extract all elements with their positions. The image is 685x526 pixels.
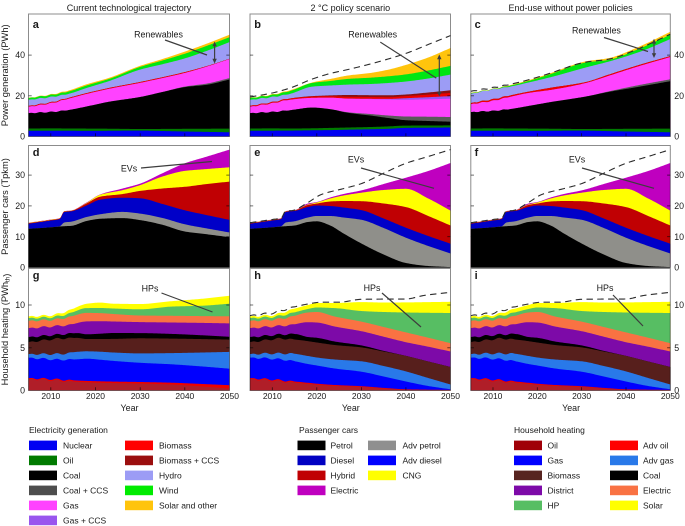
svg-text:0: 0 <box>20 386 25 396</box>
svg-text:2010: 2010 <box>41 391 60 401</box>
svg-text:2020: 2020 <box>307 391 326 401</box>
svg-text:Coal: Coal <box>63 471 81 481</box>
svg-text:a: a <box>33 19 40 31</box>
svg-text:Renewables: Renewables <box>348 29 397 39</box>
svg-text:h: h <box>254 270 261 282</box>
svg-text:c: c <box>475 19 481 31</box>
svg-text:0: 0 <box>674 386 679 396</box>
svg-text:2050: 2050 <box>441 391 460 401</box>
svg-text:2020: 2020 <box>528 391 547 401</box>
svg-text:Current technological trajecto: Current technological trajectory <box>67 3 192 13</box>
svg-text:2050: 2050 <box>220 391 239 401</box>
svg-text:g: g <box>33 270 40 282</box>
svg-text:2 °C policy scenario: 2 °C policy scenario <box>310 3 390 13</box>
svg-text:Coal: Coal <box>643 471 661 481</box>
svg-text:Nuclear: Nuclear <box>63 441 92 451</box>
svg-text:Electric: Electric <box>643 486 672 496</box>
svg-text:0: 0 <box>674 263 679 273</box>
svg-text:f: f <box>475 147 479 159</box>
svg-text:40: 40 <box>674 50 684 60</box>
svg-text:Petrol: Petrol <box>331 441 353 451</box>
svg-text:2030: 2030 <box>131 391 150 401</box>
svg-text:Passenger cars (Tpkm): Passenger cars (Tpkm) <box>0 158 10 255</box>
svg-text:2020: 2020 <box>86 391 105 401</box>
svg-text:EVs: EVs <box>569 155 586 165</box>
svg-text:CNG: CNG <box>403 471 422 481</box>
svg-text:2010: 2010 <box>484 391 503 401</box>
svg-text:e: e <box>254 147 260 159</box>
svg-text:10: 10 <box>674 300 684 310</box>
svg-text:Adv diesel: Adv diesel <box>403 456 442 466</box>
svg-text:Renewables: Renewables <box>134 30 183 40</box>
svg-text:Biomass + CCS: Biomass + CCS <box>159 456 220 466</box>
svg-text:Adv oil: Adv oil <box>643 441 669 451</box>
svg-text:Household heating: Household heating <box>514 425 585 435</box>
svg-text:30: 30 <box>15 170 25 180</box>
svg-text:2010: 2010 <box>263 391 282 401</box>
svg-text:Diesel: Diesel <box>331 456 355 466</box>
svg-text:HPs: HPs <box>364 283 381 293</box>
svg-text:EVs: EVs <box>348 155 365 165</box>
svg-text:Hybrid: Hybrid <box>331 471 356 481</box>
svg-text:2040: 2040 <box>175 391 194 401</box>
svg-text:b: b <box>254 19 261 31</box>
svg-text:Gas: Gas <box>63 501 79 511</box>
svg-text:Wind: Wind <box>159 486 179 496</box>
svg-text:Electricity generation: Electricity generation <box>29 425 108 435</box>
svg-text:Biomass: Biomass <box>159 441 192 451</box>
svg-text:Passenger cars: Passenger cars <box>299 425 358 435</box>
svg-text:Household heating (PWhth): Household heating (PWhth) <box>0 274 12 386</box>
svg-text:d: d <box>33 147 40 159</box>
svg-text:20: 20 <box>15 201 25 211</box>
svg-text:20: 20 <box>674 201 684 211</box>
svg-text:0: 0 <box>20 263 25 273</box>
svg-text:2030: 2030 <box>572 391 591 401</box>
svg-text:Adv petrol: Adv petrol <box>403 441 441 451</box>
svg-text:Renewables: Renewables <box>572 25 621 35</box>
svg-text:Electric: Electric <box>331 486 360 496</box>
svg-text:10: 10 <box>674 232 684 242</box>
svg-text:Biomass: Biomass <box>548 471 581 481</box>
svg-text:30: 30 <box>674 170 684 180</box>
svg-text:20: 20 <box>15 91 25 101</box>
svg-text:Oil: Oil <box>63 456 74 466</box>
svg-text:District: District <box>548 486 575 496</box>
svg-text:Solar: Solar <box>643 501 663 511</box>
svg-text:0: 0 <box>20 132 25 142</box>
svg-text:EVs: EVs <box>121 164 138 174</box>
svg-text:Year: Year <box>342 403 360 413</box>
svg-text:2030: 2030 <box>352 391 371 401</box>
svg-text:Hydro: Hydro <box>159 471 182 481</box>
svg-text:Power generation (PWh): Power generation (PWh) <box>0 24 10 126</box>
svg-text:10: 10 <box>15 232 25 242</box>
svg-text:2040: 2040 <box>396 391 415 401</box>
svg-text:Solar and other: Solar and other <box>159 501 217 511</box>
svg-text:Gas: Gas <box>548 456 564 466</box>
svg-text:Coal + CCS: Coal + CCS <box>63 486 108 496</box>
svg-text:0: 0 <box>674 132 679 142</box>
svg-text:Year: Year <box>121 403 139 413</box>
svg-text:Adv gas: Adv gas <box>643 456 674 466</box>
svg-text:End-use without power policies: End-use without power policies <box>509 3 634 13</box>
svg-text:2050: 2050 <box>661 391 680 401</box>
svg-text:Year: Year <box>562 403 580 413</box>
svg-text:HPs: HPs <box>597 283 614 293</box>
svg-text:i: i <box>475 270 478 282</box>
svg-text:5: 5 <box>20 343 25 353</box>
svg-text:5: 5 <box>674 343 679 353</box>
svg-text:2040: 2040 <box>617 391 636 401</box>
svg-text:Gas + CCS: Gas + CCS <box>63 516 107 526</box>
svg-text:HPs: HPs <box>142 284 159 294</box>
svg-text:40: 40 <box>15 50 25 60</box>
svg-text:HP: HP <box>548 501 560 511</box>
svg-text:20: 20 <box>674 91 684 101</box>
svg-text:Oil: Oil <box>548 441 559 451</box>
svg-text:10: 10 <box>15 300 25 310</box>
